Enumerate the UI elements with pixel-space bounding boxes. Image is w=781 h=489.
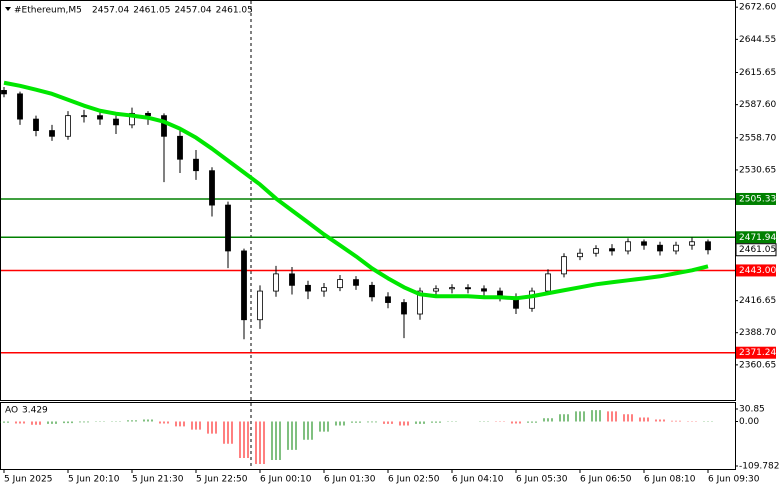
candle-body	[97, 115, 103, 120]
candle-body	[113, 118, 119, 126]
header-value: 2461.05	[216, 6, 253, 16]
candle-body	[465, 287, 471, 290]
candle-body	[305, 284, 311, 292]
header-value: 2461.05	[133, 6, 170, 16]
x-tick-label: 6 Jun 08:10	[644, 475, 696, 485]
y-tick-label: 2530.65	[739, 165, 776, 175]
candle-body	[177, 135, 183, 160]
y-tick-label: 2615.65	[739, 68, 776, 78]
x-tick-label: 6 Jun 01:30	[324, 475, 376, 485]
candle-body	[81, 115, 87, 118]
candle-body	[625, 241, 631, 252]
candle-body	[689, 241, 695, 246]
y-tick-label: 2672.60	[739, 3, 776, 13]
x-tick-label: 5 Jun 20:10	[68, 475, 120, 485]
candle-body	[273, 273, 279, 292]
x-tick-label: 6 Jun 00:10	[260, 475, 312, 485]
header-value: 2457.04	[174, 6, 211, 16]
candle-body	[353, 279, 359, 286]
symbol-title: #Ethereum,M5	[14, 6, 82, 16]
header: #Ethereum,M5	[5, 6, 82, 16]
level-label: 2471.94	[739, 233, 776, 243]
candle-body	[129, 112, 135, 126]
x-tick-label: 5 Jun 2025	[4, 475, 52, 485]
x-tick-label: 6 Jun 05:30	[516, 475, 568, 485]
candle-body	[17, 93, 23, 120]
candle-body	[433, 288, 439, 292]
candle-body	[417, 290, 423, 315]
x-tick-label: 5 Jun 21:30	[132, 475, 184, 485]
indicator-value: 3.429	[22, 406, 48, 416]
header-value: 2457.04	[92, 6, 129, 16]
candle-body	[241, 250, 247, 321]
candle-body	[33, 118, 39, 131]
level-label-box	[736, 231, 776, 244]
header-arrow	[5, 7, 11, 11]
candle-body	[65, 115, 71, 137]
moving-average	[3, 80, 709, 301]
candle-body	[593, 248, 599, 254]
x-tick-label: 5 Jun 22:50	[196, 475, 248, 485]
candle-body	[401, 302, 407, 315]
y-tick-label: 2360.65	[739, 360, 776, 370]
candle-body	[577, 252, 583, 258]
y-tick-label: 2558.70	[739, 133, 776, 143]
candle-body	[49, 130, 55, 137]
y-tick-label: 2587.60	[739, 100, 776, 110]
candle-body	[145, 112, 151, 117]
candle-body	[209, 170, 215, 206]
level-label-box	[736, 192, 776, 205]
current-price-label: 2461.05	[739, 245, 776, 255]
candle-body	[641, 241, 647, 246]
candle-body	[657, 244, 663, 252]
level-label: 2443.00	[739, 266, 776, 276]
current-price-box	[735, 243, 777, 257]
candle-body	[337, 279, 343, 289]
level-label: 2371.24	[739, 348, 776, 358]
x-tick-label: 6 Jun 06:50	[580, 475, 632, 485]
level-label: 2505.33	[739, 194, 776, 204]
candle-body	[561, 256, 567, 275]
x-tick-label: 6 Jun 09:30	[708, 475, 760, 485]
candle-body	[609, 248, 615, 252]
candle-body	[481, 288, 487, 292]
x-tick-label: 6 Jun 02:50	[388, 475, 440, 485]
candle-body	[289, 273, 295, 286]
candle-body	[321, 287, 327, 292]
candle-body	[161, 115, 167, 137]
candle-body	[385, 296, 391, 303]
indicator-tick-label: -109.782	[739, 462, 779, 472]
candle-body	[225, 204, 231, 252]
x-tick-label: 6 Jun 04:10	[452, 475, 504, 485]
y-tick-label: 2388.70	[739, 328, 776, 338]
indicator-tick-label: 0.00	[739, 417, 759, 427]
candle-body	[705, 241, 711, 251]
indicator-panel	[0, 402, 736, 470]
candle-body	[545, 273, 551, 292]
candle-body	[449, 287, 455, 290]
candle-body	[529, 290, 535, 309]
level-label-box	[736, 346, 776, 359]
level-label-box	[736, 264, 776, 277]
indicator-name: AO	[5, 406, 18, 416]
main-panel	[0, 0, 736, 401]
indicator-tick-label: 30.85	[739, 405, 765, 415]
candle-body	[193, 158, 199, 172]
candle-body	[1, 90, 7, 95]
y-tick-label: 2644.55	[739, 35, 776, 45]
candle-body	[673, 244, 679, 252]
candle-body	[369, 284, 375, 298]
candle-body	[257, 290, 263, 321]
y-tick-label: 2416.65	[739, 296, 776, 306]
